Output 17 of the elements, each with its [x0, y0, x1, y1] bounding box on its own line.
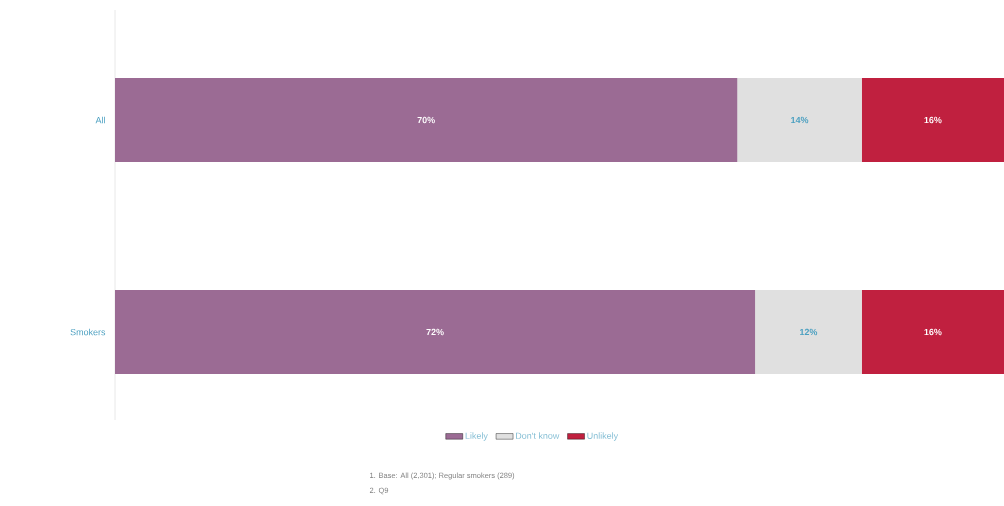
data-label: 70%: [417, 116, 435, 124]
y-tick-label: All: [95, 116, 105, 124]
data-label: 12%: [800, 328, 818, 336]
bar: [737, 78, 862, 162]
legend-label: Likely: [465, 432, 488, 441]
legend-label: Unlikely: [587, 432, 619, 441]
legend-label: Don't know: [516, 432, 560, 439]
bar: [861, 290, 1004, 374]
y-tick-label: Smokers: [70, 328, 106, 336]
data-label: 16%: [924, 328, 942, 336]
data-label: 14%: [791, 116, 809, 124]
bar: [861, 78, 1004, 162]
bar: [755, 290, 862, 374]
bar: [115, 290, 756, 374]
bar: [115, 78, 738, 162]
data-label: 72%: [426, 328, 444, 336]
data-label: 16%: [924, 116, 942, 124]
